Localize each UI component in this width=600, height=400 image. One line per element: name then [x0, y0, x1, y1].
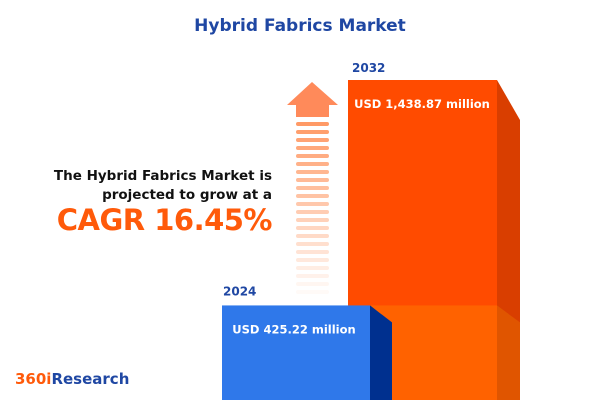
arrow-stripe	[296, 194, 329, 198]
arrow-stripe	[296, 202, 329, 206]
arrow-stripe	[296, 154, 329, 158]
arrow-stripe	[296, 210, 329, 214]
arrow-stripe	[296, 122, 329, 126]
growth-arrow-icon	[287, 82, 338, 294]
arrow-stripe	[296, 130, 329, 134]
cagr-lead-text: The Hybrid Fabrics Market is projected t…	[54, 167, 272, 205]
lead-line-1: The Hybrid Fabrics Market is	[53, 168, 272, 184]
arrow-stripe	[296, 290, 329, 294]
arrow-stripe	[296, 274, 329, 278]
value-label-2024: USD 425.22 million	[232, 322, 355, 336]
arrow-stripe	[296, 234, 329, 238]
chart-title: Hybrid Fabrics Market	[194, 16, 406, 36]
arrow-stripe	[296, 138, 329, 142]
arrow-stripe	[296, 242, 329, 246]
arrow-stripe	[296, 146, 329, 150]
arrow-stripe	[296, 162, 329, 166]
arrow-stripe	[296, 226, 329, 230]
year-label-2024: 2024	[223, 284, 256, 298]
arrow-stripe	[296, 170, 329, 174]
year-label-2032: 2032	[352, 61, 385, 75]
logo: 360iResearch	[15, 370, 130, 388]
arrow-stripe	[296, 258, 329, 262]
arrow-head	[287, 82, 338, 117]
arrow-stripe	[296, 282, 329, 286]
arrow-stripe	[296, 266, 329, 270]
bar-2032-lower-side	[497, 305, 520, 400]
cagr-value: CAGR 16.45%	[56, 203, 273, 237]
bar-2024	[222, 305, 370, 400]
bar-2024-side	[370, 305, 392, 400]
lead-line-2: projected to grow at a	[102, 187, 272, 203]
arrow-stripe	[296, 218, 329, 222]
arrow-stripe	[296, 186, 329, 190]
arrow-stripe	[296, 250, 329, 254]
arrow-stripe	[296, 178, 329, 182]
value-label-2032: USD 1,438.87 million	[354, 97, 490, 111]
